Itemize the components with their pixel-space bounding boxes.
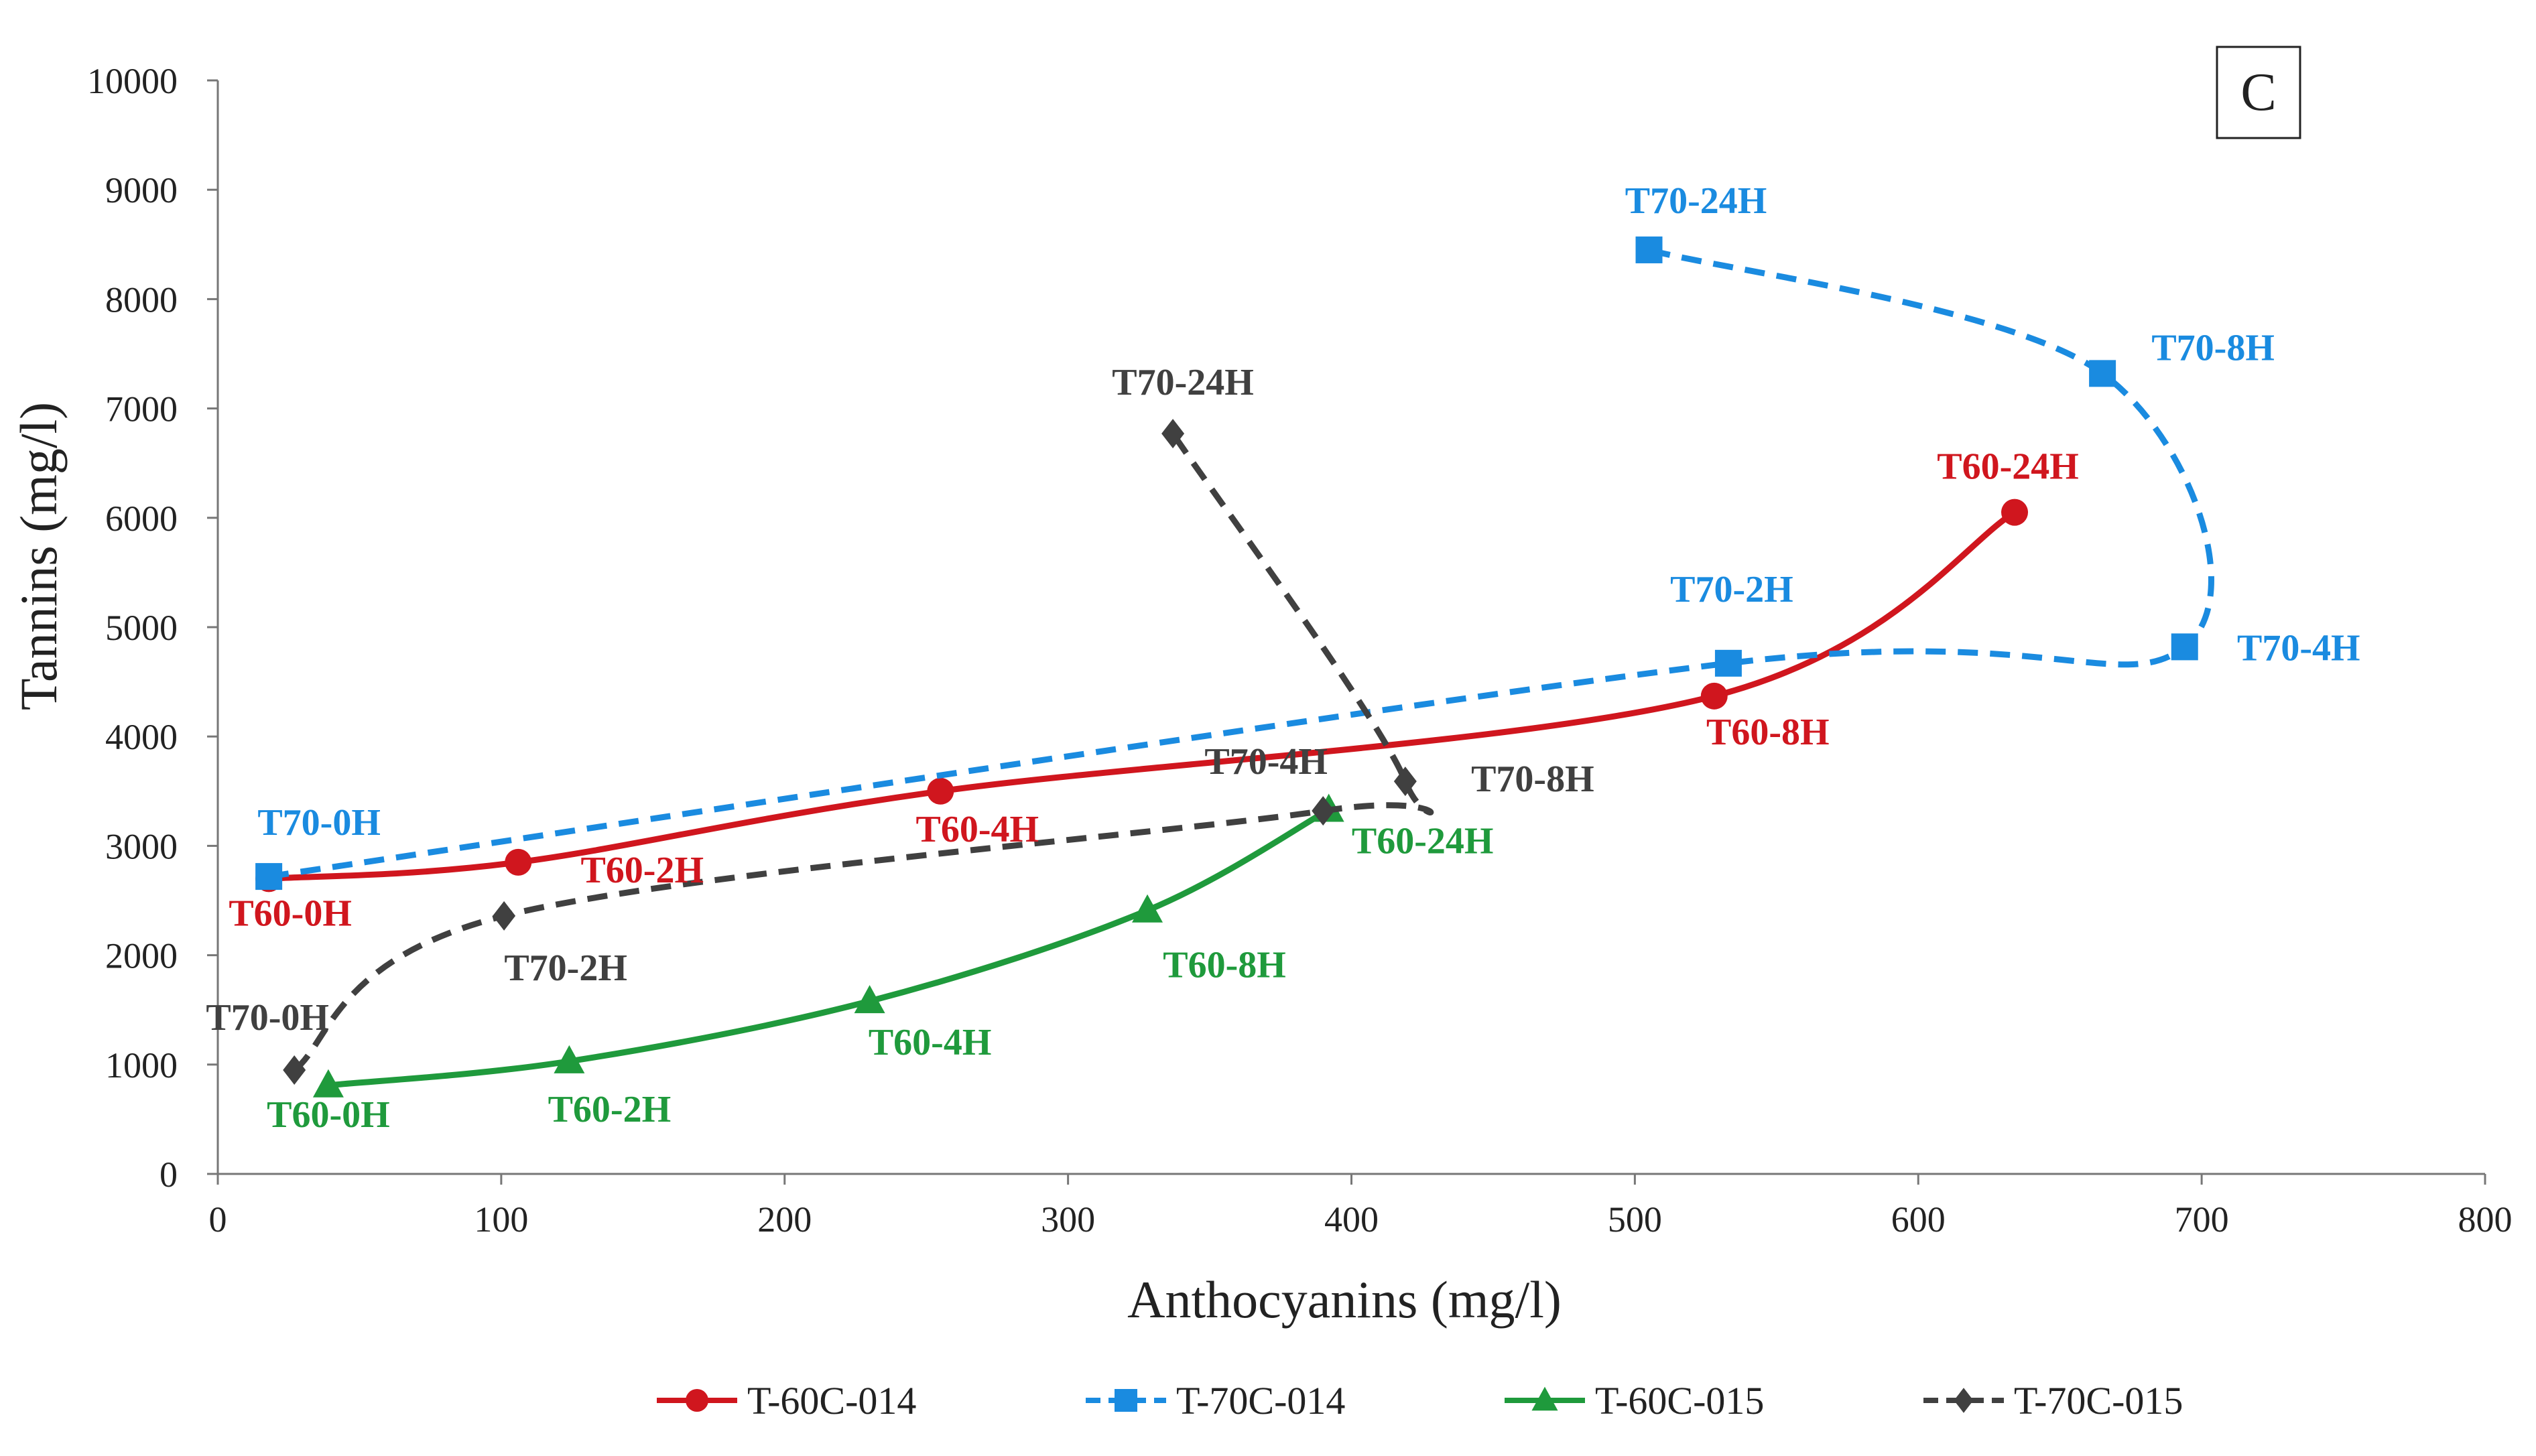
data-point-label: T70-2H bbox=[504, 947, 627, 989]
legend-marker bbox=[686, 1389, 708, 1412]
y-tick-label: 0 bbox=[160, 1154, 178, 1195]
data-point-label: T60-0H bbox=[267, 1094, 390, 1136]
x-tick-label: 400 bbox=[1324, 1199, 1379, 1240]
y-tick-label: 5000 bbox=[105, 608, 178, 648]
y-tick-label: 7000 bbox=[105, 389, 178, 429]
panel-label-box: C bbox=[2216, 46, 2301, 139]
data-point-label: T70-24H bbox=[1112, 362, 1254, 403]
legend-item: T-70C-014 bbox=[1086, 1379, 1345, 1422]
data-point-label: T70-24H bbox=[1625, 180, 1767, 222]
data-point-label: T70-0H bbox=[257, 802, 381, 844]
legend-label: T-60C-014 bbox=[747, 1379, 916, 1422]
data-point-label: T70-8H bbox=[1471, 758, 1594, 800]
data-point-marker bbox=[255, 863, 283, 890]
data-point-label: T60-2H bbox=[580, 850, 704, 891]
data-point-marker bbox=[1161, 419, 1185, 449]
y-tick-label: 3000 bbox=[105, 826, 178, 866]
data-point-marker bbox=[312, 1069, 344, 1098]
legend-label: T-60C-015 bbox=[1595, 1379, 1764, 1422]
y-tick-label: 10000 bbox=[87, 61, 178, 101]
data-point-marker bbox=[1714, 649, 1742, 677]
series-layer bbox=[255, 236, 2214, 1098]
series-line bbox=[268, 247, 2214, 880]
y-axis-title: Tannins (mg/l) bbox=[9, 402, 68, 710]
series-line bbox=[268, 509, 2017, 882]
data-point-marker bbox=[927, 777, 954, 805]
legend-marker bbox=[1531, 1386, 1558, 1411]
series-T-70C-014 bbox=[255, 236, 2214, 890]
data-point-marker bbox=[2089, 360, 2116, 387]
axes-layer: 0100020003000400050006000700080009000100… bbox=[87, 61, 2513, 1240]
y-tick-label: 9000 bbox=[105, 170, 178, 210]
data-point-marker bbox=[1393, 767, 1417, 797]
data-point-marker bbox=[2001, 499, 2029, 526]
y-tick-label: 2000 bbox=[105, 936, 178, 976]
data-point-marker bbox=[854, 985, 885, 1014]
data-point-label: T70-2H bbox=[1670, 569, 1793, 610]
legend-item: T-60C-015 bbox=[1505, 1379, 1764, 1422]
data-point-label: T60-4H bbox=[916, 809, 1039, 850]
y-tick-label: 1000 bbox=[105, 1045, 178, 1085]
legend-item: T-70C-015 bbox=[1923, 1379, 2183, 1422]
data-point-label: T70-4H bbox=[2237, 627, 2360, 669]
y-tick-label: 8000 bbox=[105, 279, 178, 320]
x-axis-title: Anthocyanins (mg/l) bbox=[1127, 1270, 1562, 1329]
legend-item: T-60C-014 bbox=[657, 1379, 916, 1422]
x-tick-label: 100 bbox=[474, 1199, 528, 1240]
legend-marker bbox=[1954, 1388, 1974, 1413]
data-point-marker bbox=[554, 1045, 585, 1073]
y-tick-label: 4000 bbox=[105, 717, 178, 757]
series-line bbox=[292, 432, 1434, 1073]
legend-marker bbox=[1115, 1389, 1137, 1412]
data-point-marker bbox=[1132, 894, 1163, 923]
data-point-label: T70-8H bbox=[2151, 327, 2275, 369]
series-T-70C-015 bbox=[283, 419, 1434, 1085]
data-point-marker bbox=[283, 1055, 306, 1085]
data-point-marker bbox=[1635, 236, 1663, 263]
x-tick-label: 800 bbox=[2458, 1199, 2513, 1240]
x-tick-label: 0 bbox=[209, 1199, 227, 1240]
x-tick-label: 700 bbox=[2175, 1199, 2229, 1240]
data-point-label: T60-24H bbox=[1937, 446, 2079, 488]
data-point-label: T60-0H bbox=[229, 892, 352, 934]
x-tick-label: 500 bbox=[1608, 1199, 1662, 1240]
data-point-marker bbox=[493, 901, 516, 931]
x-tick-label: 200 bbox=[757, 1199, 812, 1240]
legend: T-60C-014 T-70C-014 T-60C-015 T-70C-015 bbox=[657, 1379, 2183, 1422]
data-point-marker bbox=[1312, 796, 1335, 826]
data-point-label: T70-0H bbox=[206, 997, 329, 1039]
x-tick-label: 600 bbox=[1891, 1199, 1946, 1240]
data-point-label: T60-8H bbox=[1163, 945, 1286, 986]
data-point-label: T60-4H bbox=[869, 1022, 992, 1063]
point-labels-layer: T60-0H T60-2H T60-4H T60-8H T60-24H T70-0H T70… bbox=[206, 180, 2360, 1136]
data-point-marker bbox=[2171, 633, 2198, 661]
data-point-label: T60-24H bbox=[1352, 821, 1494, 862]
data-point-label: T60-2H bbox=[548, 1089, 672, 1130]
data-point-label: T60-8H bbox=[1706, 712, 1830, 753]
y-tick-label: 6000 bbox=[105, 499, 178, 539]
panel-label: C bbox=[2240, 63, 2276, 122]
data-point-label: T70-4H bbox=[1204, 741, 1328, 783]
x-tick-label: 300 bbox=[1041, 1199, 1095, 1240]
legend-label: T-70C-014 bbox=[1176, 1379, 1345, 1422]
legend-label: T-70C-015 bbox=[2014, 1379, 2183, 1422]
data-point-marker bbox=[505, 848, 532, 876]
data-point-marker bbox=[1700, 682, 1728, 710]
